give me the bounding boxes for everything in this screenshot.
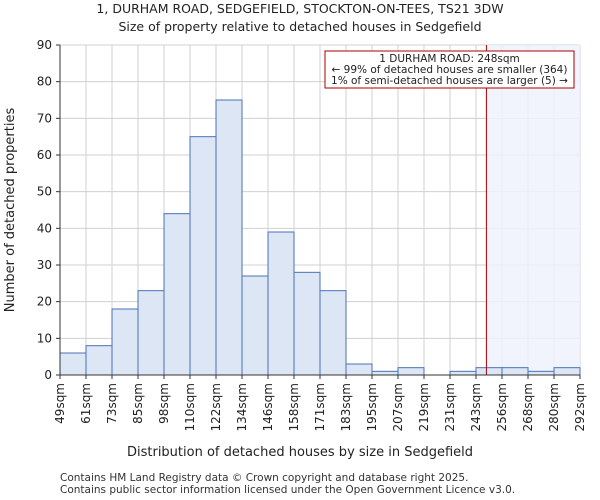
- x-tick-labels: 49sqm 61sqm 73sqm 85sqm 98sqm 110sqm 122sqm 134…: [53, 375, 587, 431]
- footer-copyright: Contains HM Land Registry data © Crown c…: [60, 472, 469, 484]
- bar-85sqm: [137, 290, 165, 376]
- bar-195sqm: [371, 370, 399, 376]
- x-tick-85sqm: 85sqm: [131, 383, 145, 424]
- x-tick-110sqm: 110sqm: [183, 383, 197, 431]
- bar-146sqm: [267, 231, 295, 376]
- x-tick-256sqm: 256sqm: [495, 383, 509, 431]
- highlight-region: [486, 45, 580, 375]
- bar-256sqm: [501, 367, 529, 376]
- x-tick-243sqm: 243sqm: [469, 383, 483, 431]
- bar-243sqm: [475, 367, 503, 376]
- y-tick-10: 10: [37, 331, 52, 345]
- y-tick-50: 50: [37, 185, 52, 199]
- annotation-line-3: 1% of semi-detached houses are larger (5…: [331, 75, 568, 87]
- x-tick-280sqm: 280sqm: [547, 383, 561, 431]
- x-tick-207sqm: 207sqm: [391, 383, 405, 431]
- bar-49sqm: [59, 352, 87, 376]
- y-tick-60: 60: [37, 148, 52, 162]
- x-tick-292sqm: 292sqm: [573, 383, 587, 431]
- footer-licence: Contains public sector information licen…: [60, 484, 516, 496]
- y-axis-label: Number of detached properties: [3, 108, 18, 313]
- bar-280sqm: [553, 367, 581, 376]
- bar-207sqm: [397, 367, 425, 376]
- chart-title: 1, DURHAM ROAD, SEDGEFIELD, STOCKTON-ON-…: [96, 1, 503, 16]
- x-tick-49sqm: 49sqm: [53, 383, 67, 424]
- bar-73sqm: [111, 308, 139, 376]
- y-tick-70: 70: [37, 111, 52, 125]
- y-tick-30: 30: [37, 258, 52, 272]
- annotation-line-2: ← 99% of detached houses are smaller (36…: [332, 64, 568, 76]
- bar-158sqm: [293, 271, 321, 376]
- annotation-frame: [324, 50, 575, 89]
- x-tick-122sqm: 122sqm: [209, 383, 223, 431]
- x-tick-219sqm: 219sqm: [417, 383, 431, 431]
- x-tick-158sqm: 158sqm: [287, 383, 301, 431]
- x-tick-98sqm: 98sqm: [157, 383, 171, 424]
- bar-171sqm: [319, 290, 347, 376]
- chart-subtitle: Size of property relative to detached ho…: [118, 19, 481, 34]
- y-tick-40: 40: [37, 221, 52, 235]
- bar-268sqm: [527, 370, 555, 376]
- x-tick-171sqm: 171sqm: [313, 383, 327, 431]
- y-tick-labels: 0 10 20 30 40 50 60 70 80 90: [37, 38, 60, 382]
- y-tick-80: 80: [37, 75, 52, 89]
- y-tick-0: 0: [44, 368, 52, 382]
- x-tick-231sqm: 231sqm: [443, 383, 457, 431]
- y-tick-20: 20: [37, 295, 52, 309]
- x-tick-146sqm: 146sqm: [261, 383, 275, 431]
- annotation-box: 1 DURHAM ROAD: 248sqm ← 99% of detached …: [324, 50, 575, 89]
- x-axis-label: Distribution of detached houses by size …: [127, 445, 473, 460]
- x-tick-134sqm: 134sqm: [235, 383, 249, 431]
- y-tick-90: 90: [37, 38, 52, 52]
- bars: [59, 99, 581, 376]
- x-tick-73sqm: 73sqm: [105, 383, 119, 424]
- bar-98sqm: [163, 213, 191, 376]
- bar-61sqm: [85, 345, 113, 376]
- bar-183sqm: [345, 363, 373, 376]
- bar-231sqm: [449, 370, 477, 376]
- bar-110sqm: [189, 136, 217, 376]
- bar-122sqm: [215, 99, 243, 376]
- bar-134sqm: [241, 275, 269, 376]
- x-tick-268sqm: 268sqm: [521, 383, 535, 431]
- x-tick-195sqm: 195sqm: [365, 383, 379, 431]
- annotation-line-1: 1 DURHAM ROAD: 248sqm: [379, 53, 519, 65]
- x-tick-183sqm: 183sqm: [339, 383, 353, 431]
- x-tick-61sqm: 61sqm: [79, 383, 93, 424]
